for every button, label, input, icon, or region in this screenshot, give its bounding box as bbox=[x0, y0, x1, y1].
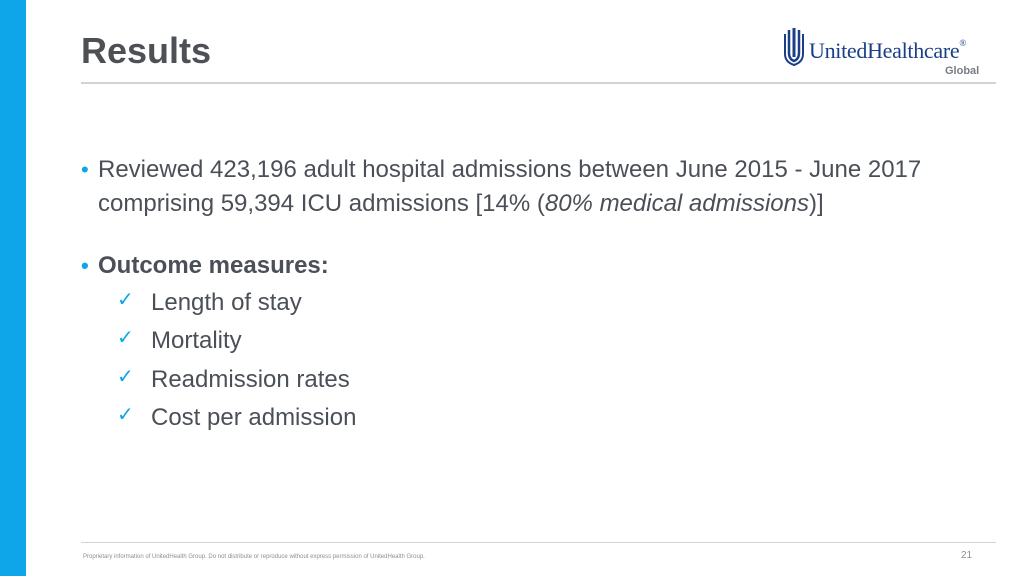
checklist-item-label: Readmission rates bbox=[151, 365, 350, 393]
checkmark-icon: ✓ bbox=[117, 403, 134, 426]
slide-title: Results bbox=[81, 30, 212, 71]
checklist-item-label: Length of stay bbox=[151, 289, 302, 316]
bullet-admissions-end: )] bbox=[808, 190, 824, 217]
page-number: 21 bbox=[961, 550, 973, 561]
checklist-item-label: Mortality bbox=[151, 327, 242, 355]
logo-subtitle: Global bbox=[945, 65, 980, 77]
bullet-admissions: • Reviewed 423,196 adult hospital admiss… bbox=[81, 153, 981, 221]
checklist-item-label: Cost per admission bbox=[151, 403, 357, 431]
outcome-checklist: ✓ Length of stay ✓ Mortality ✓ Readmissi… bbox=[81, 284, 981, 437]
footer-disclaimer: Proprietary information of UnitedHealth … bbox=[83, 554, 425, 560]
bullet-admissions-italic: 80% medical admissions bbox=[544, 190, 809, 217]
logo-wordmark-text: UnitedHealthcare bbox=[809, 38, 960, 63]
checklist-item: ✓ Length of stay bbox=[81, 284, 981, 322]
checklist-item: ✓ Readmission rates bbox=[81, 361, 981, 399]
unitedhealthcare-logo: UnitedHealthcare® Global bbox=[781, 26, 986, 78]
footer-divider bbox=[81, 542, 996, 543]
bullet-admissions-text: Reviewed 423,196 adult hospital admissio… bbox=[98, 156, 922, 217]
logo-wordmark: UnitedHealthcare® bbox=[809, 38, 966, 64]
accent-side-bar bbox=[0, 0, 26, 576]
checkmark-icon: ✓ bbox=[117, 289, 134, 311]
uhc-shield-icon bbox=[784, 28, 804, 66]
checkmark-icon: ✓ bbox=[117, 365, 134, 388]
bullet-dot-icon: • bbox=[81, 157, 89, 182]
checklist-item: ✓ Cost per admission bbox=[81, 399, 981, 437]
checklist-item: ✓ Mortality bbox=[81, 322, 981, 360]
title-divider bbox=[81, 82, 996, 84]
slide-content: • Reviewed 423,196 adult hospital admiss… bbox=[81, 153, 981, 437]
outcome-measures-heading: Outcome measures: bbox=[98, 252, 329, 279]
bullet-outcome-measures: • Outcome measures: bbox=[81, 248, 981, 284]
checkmark-icon: ✓ bbox=[117, 327, 134, 350]
bullet-dot-icon: • bbox=[81, 253, 89, 278]
logo-registered-mark: ® bbox=[959, 38, 966, 48]
